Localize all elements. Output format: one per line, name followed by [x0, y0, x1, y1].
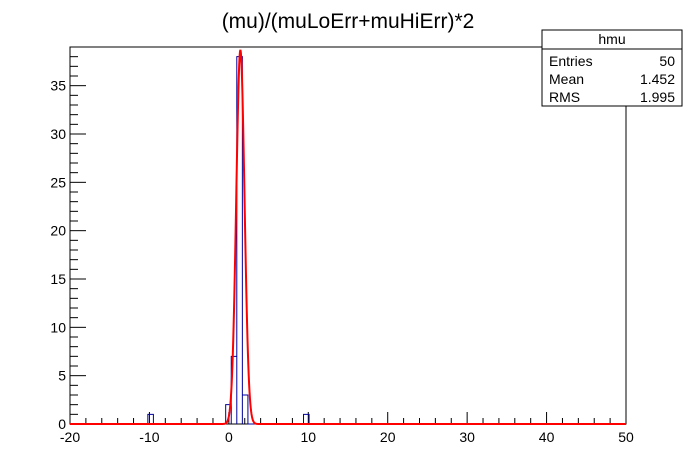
stats-label: Mean: [549, 71, 584, 87]
stats-value: 1.452: [640, 71, 675, 87]
gaussian-fit-curve: [70, 49, 626, 425]
chart-title: (mu)/(muLoErr+muHiErr)*2: [222, 10, 475, 33]
histogram-bins: [148, 57, 309, 424]
y-tick-label: 5: [58, 368, 66, 384]
stats-histogram-name: hmu: [598, 31, 625, 47]
y-tick-label: 25: [50, 174, 66, 190]
y-tick-label: 0: [58, 416, 66, 432]
y-axis: 0 5 10 15 20 25 30 35: [50, 46, 86, 432]
x-tick-label: 40: [539, 429, 555, 445]
x-tick-label: 30: [459, 429, 475, 445]
x-tick-label: 50: [618, 429, 634, 445]
stats-value: 50: [659, 53, 675, 69]
y-tick-label: 35: [50, 78, 66, 94]
histogram-bar: [148, 414, 154, 424]
y-tick-label: 30: [50, 126, 66, 142]
x-tick-label: 0: [225, 429, 233, 445]
x-tick-label: 10: [300, 429, 316, 445]
x-tick-label: -20: [60, 429, 80, 445]
x-axis: -20 -10 0 10 20 30 40 50: [60, 412, 634, 445]
stats-box: hmu Entries 50 Mean 1.452 RMS 1.995: [541, 29, 683, 107]
y-tick-label: 15: [50, 271, 66, 287]
stats-label: RMS: [549, 89, 580, 105]
stats-value: 1.995: [640, 89, 675, 105]
stats-box-border: [541, 29, 683, 107]
histogram-outline: [70, 56, 626, 425]
y-tick-label: 10: [50, 319, 66, 335]
stats-label: Entries: [549, 53, 593, 69]
x-tick-label: 20: [380, 429, 396, 445]
x-tick-label: -10: [139, 429, 159, 445]
y-tick-label: 20: [50, 223, 66, 239]
